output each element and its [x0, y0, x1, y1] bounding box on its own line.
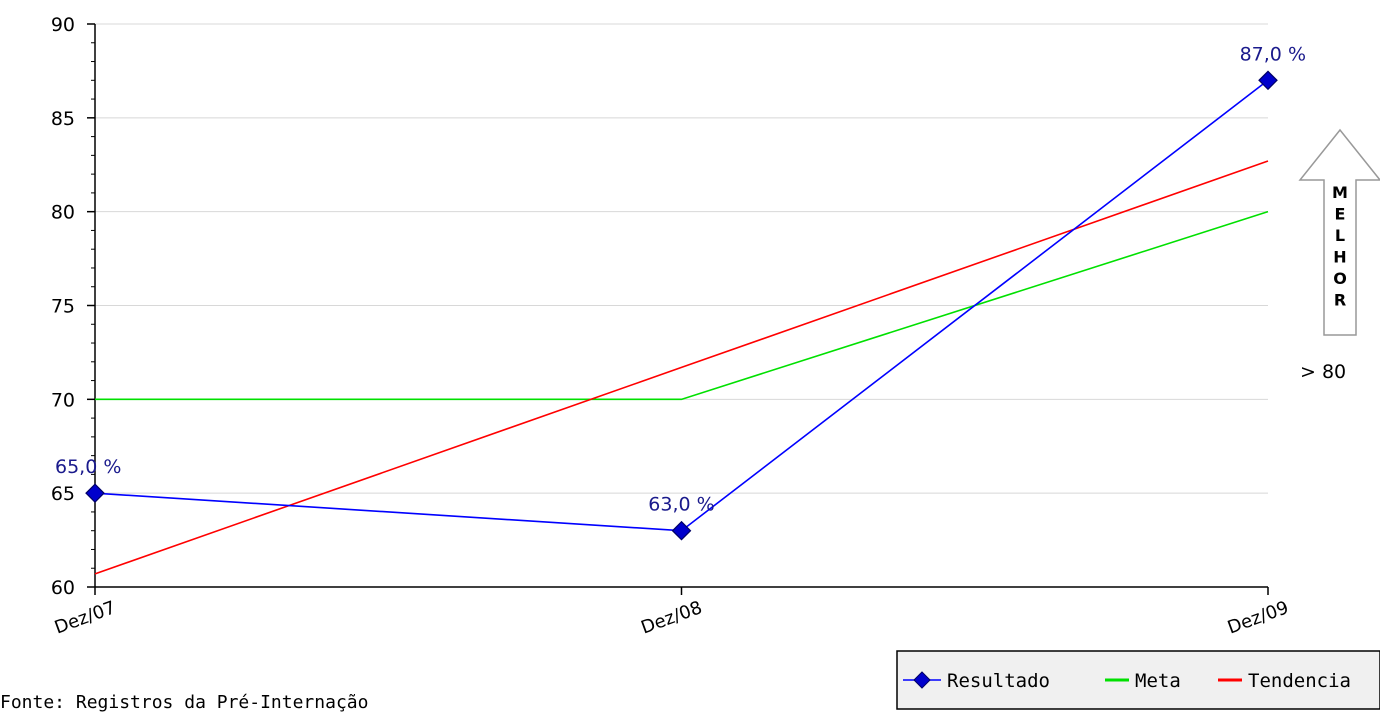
x-tick-labels: Dez/07 Dez/08 Dez/09: [52, 597, 1292, 638]
y-tick-labels: 60 65 70 75 80 85 90: [51, 14, 75, 599]
data-markers: [85, 70, 1278, 541]
legend-marker: [913, 671, 931, 689]
legend-item-tendencia: Tendencia: [1218, 670, 1351, 692]
melhor-letter: E: [1335, 205, 1346, 224]
y-tick-label: 80: [51, 202, 75, 224]
legend-item-resultado: Resultado: [903, 670, 1050, 692]
legend-label: Resultado: [947, 670, 1050, 692]
x-tick-label: Dez/09: [1225, 597, 1292, 638]
series-line-meta: [95, 210, 1269, 401]
data-point-marker: [1258, 70, 1278, 91]
data-point-marker: [85, 483, 105, 504]
data-label: 63,0 %: [648, 494, 714, 516]
data-labels: 65,0 % 63,0 % 87,0 %: [55, 43, 1306, 515]
y-tick-label: 65: [51, 483, 75, 505]
melhor-letter: R: [1334, 291, 1346, 310]
y-tick-label: 75: [51, 296, 75, 318]
y-tick-label: 60: [51, 577, 75, 599]
x-tick-label: Dez/07: [52, 597, 119, 638]
data-label: 65,0 %: [55, 456, 121, 478]
source-note: Fonte: Registros da Pré-Internação: [0, 692, 369, 713]
melhor-letter: H: [1333, 248, 1346, 267]
data-label: 87,0 %: [1240, 43, 1306, 65]
up-arrow-icon: [1298, 128, 1380, 336]
melhor-letter: O: [1333, 269, 1347, 288]
legend-item-meta: Meta: [1105, 670, 1181, 692]
x-tick-label: Dez/08: [638, 597, 705, 638]
legend-label: Tendencia: [1248, 670, 1351, 692]
y-tick-label: 70: [51, 389, 75, 411]
melhor-letter: L: [1335, 226, 1345, 245]
legend-label: Meta: [1135, 670, 1181, 692]
data-point-marker: [671, 520, 692, 541]
melhor-letter: M: [1332, 183, 1348, 202]
y-tick-label: 85: [51, 108, 75, 130]
grid-lines: [95, 23, 1268, 494]
y-tick-label: 90: [51, 14, 75, 36]
threshold-label: > 80: [1300, 361, 1346, 383]
legend-box: [896, 650, 1380, 710]
legend: Resultado Meta Tendencia: [896, 650, 1380, 710]
